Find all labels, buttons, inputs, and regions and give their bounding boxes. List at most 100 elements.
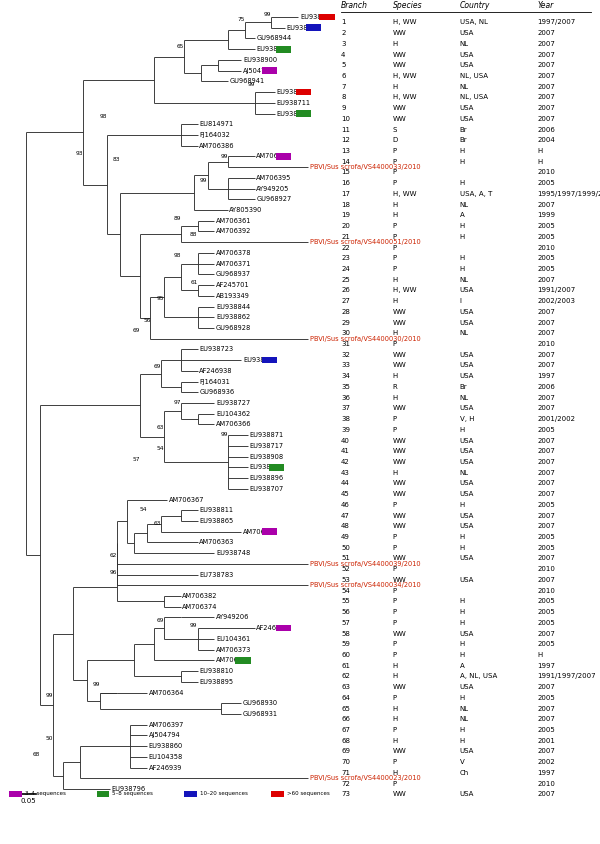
- Text: S: S: [393, 127, 397, 133]
- Text: AM706392: AM706392: [216, 229, 251, 235]
- Text: 51: 51: [341, 555, 350, 561]
- Text: USA, A, T: USA, A, T: [460, 191, 492, 197]
- Text: 69: 69: [153, 364, 161, 369]
- Text: 2002: 2002: [537, 760, 555, 766]
- Text: H: H: [393, 717, 398, 722]
- Text: H: H: [393, 298, 398, 304]
- Text: EU938823: EU938823: [243, 357, 277, 363]
- Text: 2007: 2007: [537, 320, 555, 326]
- Text: H: H: [393, 277, 398, 283]
- Text: USA: USA: [460, 459, 474, 465]
- Text: 2007: 2007: [537, 202, 555, 208]
- Text: 99: 99: [92, 682, 100, 687]
- Text: 50: 50: [46, 736, 53, 741]
- Text: PBVI/Sus scrofa/VS4400034/2010: PBVI/Sus scrofa/VS4400034/2010: [310, 582, 421, 588]
- Text: 2005: 2005: [537, 502, 555, 508]
- Text: NL: NL: [460, 84, 469, 89]
- Text: 19: 19: [341, 213, 350, 219]
- Text: H: H: [460, 181, 465, 187]
- Text: H: H: [460, 255, 465, 262]
- Text: 48: 48: [341, 523, 350, 529]
- Text: 2007: 2007: [537, 684, 555, 690]
- Text: P: P: [393, 760, 397, 766]
- Text: AF246938: AF246938: [199, 368, 233, 374]
- Text: 7: 7: [341, 84, 346, 89]
- Text: EU738783: EU738783: [199, 571, 233, 577]
- Text: 5–8 sequences: 5–8 sequences: [112, 792, 153, 797]
- Text: P: P: [393, 234, 397, 240]
- Bar: [262, 528, 277, 535]
- Text: H, WW: H, WW: [393, 191, 416, 197]
- Text: 37: 37: [341, 405, 350, 411]
- Text: 83: 83: [113, 157, 120, 162]
- Text: AF245701: AF245701: [216, 282, 250, 288]
- Text: 99: 99: [264, 12, 271, 17]
- Text: H: H: [460, 598, 465, 604]
- Text: WW: WW: [393, 405, 407, 411]
- Text: 95: 95: [157, 296, 164, 301]
- Text: 97: 97: [173, 400, 181, 405]
- Text: 42: 42: [341, 459, 350, 465]
- Text: WW: WW: [393, 51, 407, 57]
- Text: 2005: 2005: [537, 223, 555, 229]
- Text: AY949206: AY949206: [216, 614, 250, 620]
- Text: H: H: [393, 770, 398, 776]
- Text: 69: 69: [157, 618, 164, 623]
- Text: H: H: [393, 395, 398, 401]
- Text: 3: 3: [341, 41, 346, 46]
- Text: 23: 23: [341, 255, 350, 262]
- Text: P: P: [393, 148, 397, 154]
- Text: 2005: 2005: [537, 266, 555, 272]
- Text: 56: 56: [143, 317, 151, 322]
- Text: USA: USA: [460, 577, 474, 583]
- Text: P: P: [393, 587, 397, 593]
- Text: 2010: 2010: [537, 566, 555, 572]
- Text: FJ164031: FJ164031: [199, 379, 230, 385]
- Text: USA: USA: [460, 352, 474, 358]
- Text: 2007: 2007: [537, 395, 555, 401]
- Text: 2005: 2005: [537, 695, 555, 701]
- Text: 2005: 2005: [537, 727, 555, 733]
- Text: FJ164032: FJ164032: [199, 132, 230, 138]
- Text: EU938764: EU938764: [287, 24, 321, 30]
- Text: 65: 65: [341, 706, 350, 711]
- Text: 67: 67: [341, 727, 350, 733]
- Bar: [276, 153, 291, 160]
- Text: 2005: 2005: [537, 609, 555, 615]
- Text: H: H: [393, 330, 398, 336]
- Text: H: H: [460, 159, 465, 165]
- Text: H: H: [460, 619, 465, 625]
- Text: H: H: [393, 738, 398, 744]
- Bar: [296, 111, 311, 116]
- Text: EU938900: EU938900: [243, 57, 277, 63]
- Text: >60 sequences: >60 sequences: [287, 792, 329, 797]
- Bar: [271, 791, 284, 797]
- Text: AY805390: AY805390: [229, 207, 263, 213]
- Text: 2007: 2007: [537, 51, 555, 57]
- Text: 50: 50: [341, 544, 350, 551]
- Text: 88: 88: [190, 232, 197, 237]
- Text: 56: 56: [341, 609, 350, 615]
- Text: 2007: 2007: [537, 330, 555, 336]
- Text: 2005: 2005: [537, 427, 555, 433]
- Text: EU938860: EU938860: [149, 743, 183, 749]
- Text: GU968936: GU968936: [199, 389, 235, 395]
- Text: USA: USA: [460, 51, 474, 57]
- Text: EU938836: EU938836: [300, 14, 334, 20]
- Text: AM706364: AM706364: [149, 690, 184, 695]
- Text: 3–4 sequences: 3–4 sequences: [25, 792, 65, 797]
- Text: EU938829: EU938829: [277, 111, 311, 116]
- Text: P: P: [393, 566, 397, 572]
- Text: 16: 16: [341, 181, 350, 187]
- Bar: [10, 791, 22, 797]
- Text: GU968931: GU968931: [243, 711, 278, 717]
- Text: 2007: 2007: [537, 437, 555, 444]
- Text: 5: 5: [341, 62, 346, 68]
- Text: PBVI/Sus scrofa/VS4400033/2010: PBVI/Sus scrofa/VS4400033/2010: [310, 164, 421, 170]
- Text: 39: 39: [341, 427, 350, 433]
- Text: 2007: 2007: [537, 405, 555, 411]
- Text: 99: 99: [200, 178, 208, 183]
- Text: 4: 4: [341, 51, 346, 57]
- Text: 54: 54: [157, 446, 164, 452]
- Text: P: P: [393, 159, 397, 165]
